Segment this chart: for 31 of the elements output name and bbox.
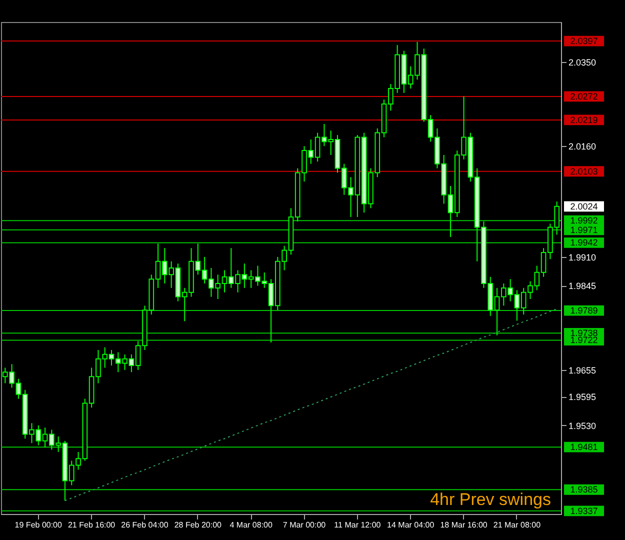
x-tick-label: 21 Mar 08:00	[493, 520, 542, 530]
y-tick-label: 2.0350	[568, 57, 596, 68]
y-tick-label: 2.0160	[568, 142, 596, 152]
x-tick-label: 11 Mar 12:00	[334, 520, 382, 530]
ref-line-label: 1.9385	[570, 484, 598, 495]
ref-line-label: 1.9971	[570, 224, 598, 235]
ref-line-label: 2.0219	[570, 114, 598, 125]
x-tick-label: 28 Feb 20:00	[174, 520, 222, 530]
x-tick-label: 14 Mar 04:00	[387, 520, 435, 530]
x-tick-label: 21 Feb 16:00	[68, 520, 116, 530]
ref-line-label: 1.9942	[570, 238, 598, 248]
ref-line-label: 2.0397	[570, 36, 598, 46]
ref-line-label: 1.9789	[570, 306, 598, 316]
annotation: 4hr Prev swings	[430, 490, 551, 509]
y-tick-label: 1.9595	[568, 392, 596, 402]
y-tick-label: 1.9655	[568, 365, 596, 376]
ref-line-label: 1.9481	[570, 442, 598, 452]
ref-line-label: 1.9722	[570, 335, 598, 346]
y-tick-label: 1.9845	[568, 281, 596, 292]
ref-line-label: 2.0103	[570, 166, 598, 176]
y-tick-label: 1.9530	[568, 420, 596, 431]
ref-line-label: 2.0272	[570, 91, 598, 102]
x-tick-label: 4 Mar 08:00	[230, 520, 273, 530]
x-tick-label: 7 Mar 00:00	[282, 520, 326, 530]
text: 2.0024	[570, 201, 598, 212]
x-tick-label: 19 Feb 00:00	[14, 520, 63, 530]
ref-line-label: 1.9992	[570, 216, 598, 226]
x-tick-label: 26 Feb 04:00	[121, 520, 169, 530]
y-tick-label: 1.9910	[568, 252, 596, 262]
x-tick-label: 18 Mar 16:00	[440, 520, 488, 530]
ref-line-label: 1.9337	[570, 506, 598, 516]
